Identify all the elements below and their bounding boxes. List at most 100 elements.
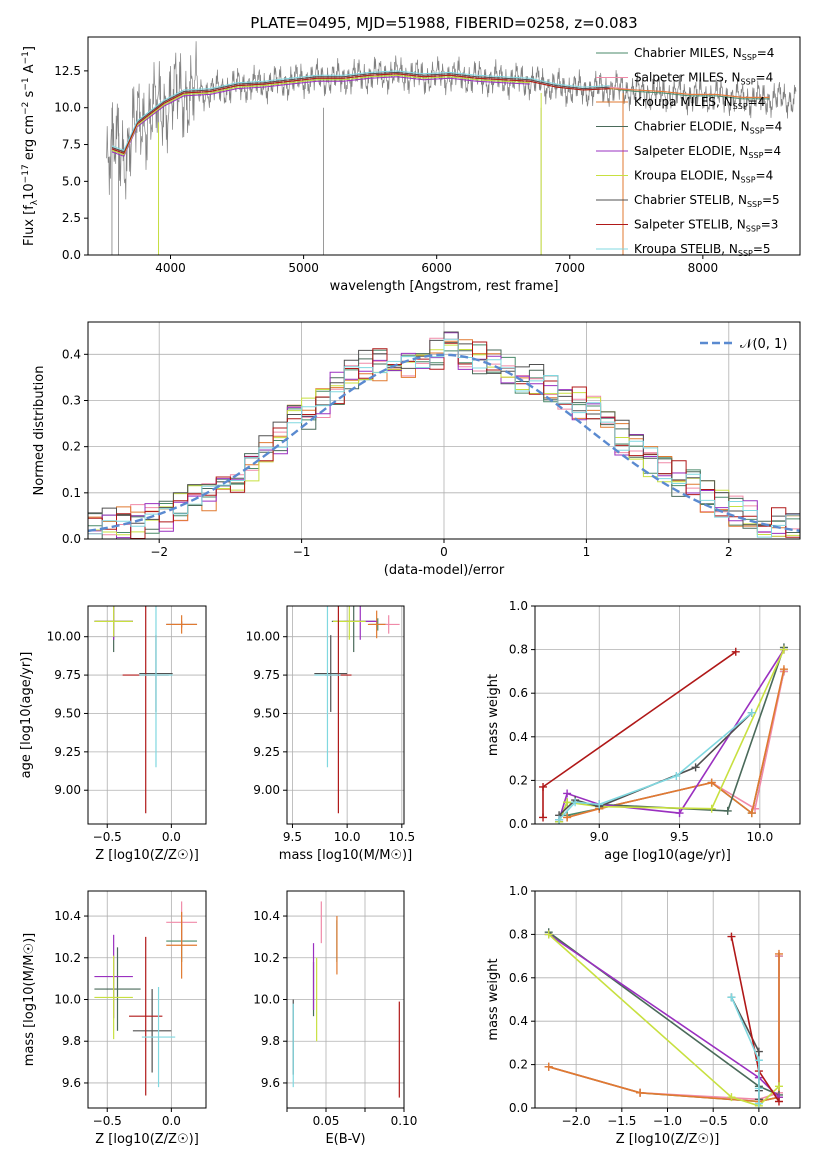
legend-sub: SSP bbox=[747, 200, 762, 209]
weight-marker bbox=[544, 1062, 553, 1071]
weight-line bbox=[542, 651, 737, 818]
weight-marker bbox=[675, 809, 684, 818]
weight-marker bbox=[539, 782, 548, 791]
y-tick-label: 9.8 bbox=[261, 1034, 280, 1048]
x-tick-label: 5000 bbox=[288, 261, 319, 275]
legend-label: Salpeter STELIB, NSSP=3 bbox=[634, 218, 778, 234]
legend-label: Chabrier STELIB, NSSP=5 bbox=[634, 193, 780, 209]
y-axis-label: mass weight bbox=[486, 674, 501, 756]
y-tick-label: 0.0 bbox=[509, 817, 528, 831]
weight-marker bbox=[707, 778, 716, 787]
axes-frame bbox=[534, 890, 801, 1109]
y-tick-label: 9.6 bbox=[62, 1076, 81, 1090]
weight-marker bbox=[707, 804, 716, 813]
legend-text: =5 bbox=[753, 242, 771, 256]
y-label-part: s bbox=[22, 90, 37, 101]
y-axis-label: age [log10(age/yr)] bbox=[19, 652, 34, 779]
y-tick-label: 10.00 bbox=[246, 630, 280, 644]
y-tick-label: 10.2 bbox=[253, 951, 280, 965]
weight-marker bbox=[544, 930, 553, 939]
legend-text: =4 bbox=[756, 71, 774, 85]
x-tick-label: −0.5 bbox=[699, 1114, 728, 1128]
weight-line bbox=[730, 936, 780, 1102]
y-tick-label: 10.00 bbox=[47, 630, 81, 644]
x-tick-label: 9.0 bbox=[590, 830, 609, 844]
x-tick-label: −2 bbox=[150, 545, 168, 559]
legend-label: Salpeter MILES, NSSP=4 bbox=[634, 71, 773, 87]
axes-age-vs-Z: −0.5 0.0 9.00 9.25 9.50 9.75 10.00 bbox=[47, 606, 206, 844]
weight-marker bbox=[747, 708, 756, 717]
x-axis-label: E(B-V) bbox=[325, 1132, 365, 1147]
y-tick-label: 9.25 bbox=[54, 745, 81, 759]
legend-sub: SSP bbox=[741, 176, 756, 185]
y-tick-label: 0.4 bbox=[509, 1014, 528, 1028]
y-tick-label: 10.2 bbox=[54, 951, 81, 965]
legend-text: =4 bbox=[763, 144, 781, 158]
weight-line bbox=[558, 649, 785, 820]
weight-marker bbox=[672, 772, 681, 781]
x-tick-label: −1.5 bbox=[607, 1114, 636, 1128]
x-tick-label: 10.0 bbox=[334, 830, 361, 844]
x-tick-label: 10.0 bbox=[746, 830, 773, 844]
weight-marker bbox=[727, 932, 736, 941]
y-tick-label: 10.0 bbox=[253, 993, 280, 1007]
y-tick-label: 0.4 bbox=[62, 347, 81, 361]
x-tick-label: 1 bbox=[583, 545, 591, 559]
y-tick-label: 9.75 bbox=[54, 668, 81, 682]
y-tick-label: 10.4 bbox=[253, 909, 280, 923]
legend-sub: SSP bbox=[748, 151, 763, 160]
y-tick-label: 0.2 bbox=[509, 773, 528, 787]
weight-marker bbox=[539, 813, 548, 822]
weight-marker bbox=[571, 798, 580, 807]
y-axis-label: mass weight bbox=[486, 958, 501, 1040]
legend-text: Salpeter ELODIE, N bbox=[634, 144, 748, 158]
model-spectrum-line bbox=[111, 73, 610, 155]
weight-plot bbox=[544, 928, 783, 1108]
x-tick-label: 10.5 bbox=[388, 830, 415, 844]
axes-frame bbox=[286, 890, 405, 1109]
y-tick-label: 9.8 bbox=[62, 1034, 81, 1048]
weight-marker bbox=[691, 763, 700, 772]
y-label-part: λ bbox=[30, 199, 40, 205]
y-axis-label: Normed distribution bbox=[32, 366, 47, 496]
x-tick-label: 0.05 bbox=[313, 1114, 340, 1128]
legend-label: Chabrier MILES, NSSP=4 bbox=[634, 46, 774, 62]
x-tick-label: 0.0 bbox=[749, 1114, 768, 1128]
y-label-part: 10 bbox=[22, 183, 37, 200]
figure-title: PLATE=0495, MJD=51988, FIBERID=0258, z=0… bbox=[250, 14, 637, 32]
y-tick-label: 9.50 bbox=[54, 706, 81, 720]
axes-frame bbox=[87, 890, 207, 1109]
histogram-plot bbox=[88, 331, 800, 539]
legend-text: =4 bbox=[756, 169, 774, 183]
weight-marker bbox=[731, 647, 740, 656]
y-tick-label: 9.00 bbox=[54, 783, 81, 797]
axes-mass-vs-Z: −0.5 0.0 9.6 9.8 10.0 10.2 10.4 bbox=[54, 891, 206, 1128]
weight-marker bbox=[774, 1097, 783, 1106]
y-label-part: −1 bbox=[21, 77, 31, 90]
y-tick-label: 0.0 bbox=[62, 248, 81, 262]
y-tick-label: 10.4 bbox=[54, 909, 81, 923]
legend-text: Kroupa ELODIE, N bbox=[634, 169, 741, 183]
legend-text: Chabrier MILES, N bbox=[634, 46, 742, 60]
x-tick-label: 0.0 bbox=[162, 830, 181, 844]
y-tick-label: 0.4 bbox=[509, 730, 528, 744]
weight-marker bbox=[779, 645, 788, 654]
y-tick-label: 1.0 bbox=[509, 884, 528, 898]
legend-label: Chabrier ELODIE, NSSP=4 bbox=[634, 120, 782, 136]
x-tick-label: 9.5 bbox=[670, 830, 689, 844]
model-spectrum-line bbox=[111, 74, 530, 156]
x-tick-label: 8000 bbox=[688, 261, 719, 275]
y-label-part: Flux [f bbox=[22, 205, 37, 246]
x-tick-label: 0.0 bbox=[162, 1114, 181, 1128]
y-tick-label: 0.0 bbox=[62, 532, 81, 546]
weight-marker bbox=[754, 1099, 763, 1108]
y-tick-label: 12.5 bbox=[54, 64, 81, 78]
errorbar-plot bbox=[94, 606, 198, 814]
model-spectrum-line bbox=[111, 74, 530, 156]
weight-marker bbox=[774, 949, 783, 958]
legend-text: Salpeter MILES, N bbox=[634, 71, 741, 85]
y-tick-label: 0.0 bbox=[509, 1101, 528, 1115]
x-tick-label: 0.10 bbox=[391, 1114, 418, 1128]
model-spectrum-line bbox=[111, 76, 530, 157]
